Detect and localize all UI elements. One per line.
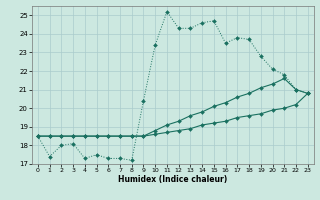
X-axis label: Humidex (Indice chaleur): Humidex (Indice chaleur) xyxy=(118,175,228,184)
